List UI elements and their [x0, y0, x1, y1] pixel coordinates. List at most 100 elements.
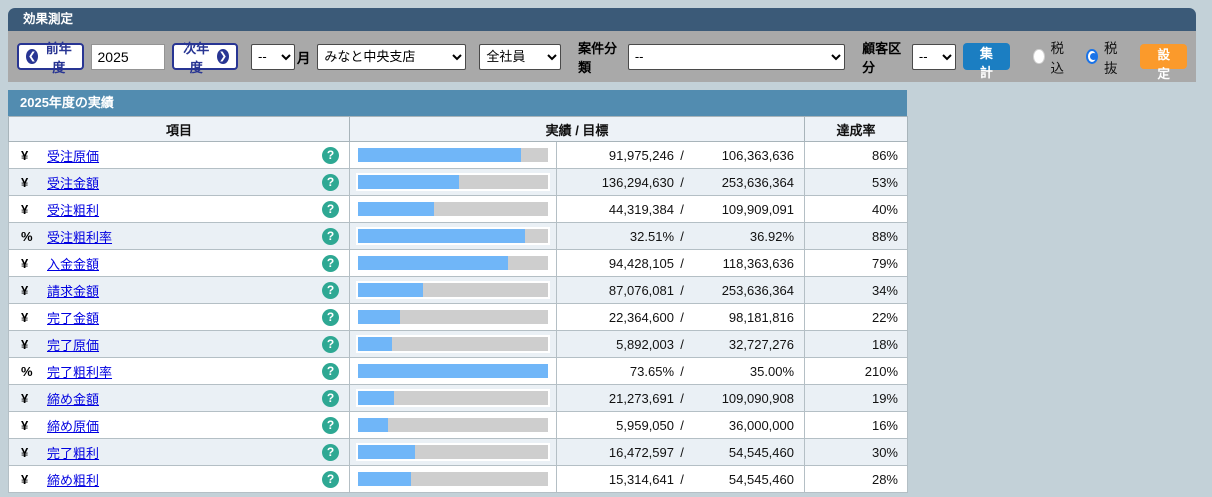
value-separator: /: [680, 147, 684, 163]
help-icon[interactable]: ?: [322, 146, 339, 164]
target-value: 253,636,364: [721, 174, 794, 190]
achievement-rate: 40%: [804, 195, 908, 223]
actual-value: 5,892,003: [616, 336, 674, 352]
item-link[interactable]: 受注粗利率: [47, 229, 113, 245]
value-separator: /: [680, 309, 684, 325]
unit-symbol: ¥: [21, 309, 29, 325]
case-category-select[interactable]: --: [627, 43, 846, 70]
help-icon[interactable]: ?: [322, 470, 339, 488]
branch-select[interactable]: みなと中央支店: [317, 43, 467, 70]
tax-radio-group: 税込 税抜: [1033, 37, 1133, 77]
value-separator: /: [680, 444, 684, 460]
help-icon[interactable]: ?: [322, 443, 339, 461]
tax-included-label[interactable]: 税込: [1050, 40, 1065, 76]
employee-select[interactable]: 全社員: [479, 43, 562, 70]
help-icon[interactable]: ?: [322, 389, 339, 407]
tax-excluded-label[interactable]: 税抜: [1103, 40, 1118, 76]
actual-value: 91,975,246: [608, 147, 674, 163]
table-row: ¥ 完了粗利 ? 16,472,597 / 54,545,460 30%: [8, 438, 908, 466]
progress-bar: [356, 416, 550, 434]
customer-category-select[interactable]: --: [911, 43, 956, 70]
table-row: % 受注粗利率 ? 32.51% / 36.92% 88%: [8, 222, 908, 250]
item-cell: ¥ 完了金額 ?: [10, 305, 349, 330]
year-input[interactable]: [90, 43, 165, 70]
help-icon[interactable]: ?: [322, 281, 339, 299]
values-cell: 87,076,081 / 253,636,364: [558, 278, 804, 303]
values-cell: 5,892,003 / 32,727,276: [558, 332, 804, 357]
radio-tax-excluded[interactable]: [1086, 49, 1098, 64]
actual-value: 22,364,600: [608, 309, 674, 325]
achievement-rate: 22%: [804, 303, 908, 331]
progress-bar: [356, 443, 550, 461]
help-icon[interactable]: ?: [322, 254, 339, 272]
target-value: 109,090,908: [721, 390, 794, 406]
item-cell: % 完了粗利率 ?: [10, 359, 349, 384]
help-icon[interactable]: ?: [322, 200, 339, 218]
unit-symbol: ¥: [21, 147, 29, 163]
progress-fill: [358, 229, 526, 243]
item-cell: ¥ 請求金額 ?: [10, 278, 349, 303]
chevron-right-icon: ❯: [216, 49, 230, 64]
help-icon[interactable]: ?: [322, 173, 339, 191]
item-link[interactable]: 受注粗利: [47, 202, 100, 218]
item-cell: % 受注粗利率 ?: [10, 224, 349, 249]
target-value: 253,636,364: [721, 282, 794, 298]
help-icon[interactable]: ?: [322, 362, 339, 380]
table-row: ¥ 入金金額 ? 94,428,105 / 118,363,636 79%: [8, 249, 908, 277]
values-cell: 22,364,600 / 98,181,816: [558, 305, 804, 330]
values-cell: 15,314,641 / 54,545,460: [558, 467, 804, 492]
actual-value: 44,319,384: [608, 201, 674, 217]
target-value: 118,363,636: [722, 255, 794, 271]
prev-year-button[interactable]: ❮ 前年度: [17, 41, 84, 75]
achievement-rate: 86%: [804, 141, 908, 169]
radio-tax-included[interactable]: [1033, 49, 1045, 64]
column-header-actual-target: 実績 / 目標: [349, 116, 805, 142]
next-year-button[interactable]: 次年度 ❯: [171, 41, 239, 75]
item-cell: ¥ 締め金額 ?: [10, 386, 349, 411]
help-icon[interactable]: ?: [322, 308, 339, 326]
item-link[interactable]: 受注原価: [47, 148, 100, 164]
item-link[interactable]: 完了金額: [47, 310, 100, 326]
item-link[interactable]: 請求金額: [47, 283, 100, 299]
values-cell: 73.65% / 35.00%: [558, 359, 804, 384]
progress-fill: [358, 283, 423, 297]
item-cell: ¥ 受注粗利 ?: [10, 197, 349, 222]
actual-value: 87,076,081: [608, 282, 674, 298]
item-link[interactable]: 完了原価: [47, 337, 100, 353]
month-select[interactable]: --: [251, 43, 295, 70]
unit-symbol: ¥: [21, 390, 29, 406]
values-cell: 21,273,691 / 109,090,908: [558, 386, 804, 411]
actual-value: 136,294,630: [601, 174, 674, 190]
help-icon[interactable]: ?: [322, 416, 339, 434]
target-value: 32,727,276: [728, 336, 794, 352]
item-link[interactable]: 締め粗利: [47, 472, 100, 488]
help-icon[interactable]: ?: [322, 227, 339, 245]
achievement-rate: 34%: [804, 276, 908, 304]
target-value: 54,545,460: [728, 444, 794, 460]
item-link[interactable]: 入金金額: [47, 256, 100, 272]
help-icon[interactable]: ?: [322, 335, 339, 353]
actual-value: 94,428,105: [608, 255, 674, 271]
settings-button[interactable]: 設定: [1140, 44, 1187, 81]
values-cell: 16,472,597 / 54,545,460: [558, 440, 804, 465]
item-cell: ¥ 受注金額 ?: [10, 170, 349, 195]
item-link[interactable]: 締め原価: [47, 418, 100, 434]
item-link[interactable]: 締め金額: [47, 391, 100, 407]
prev-year-label: 前年度: [45, 40, 72, 75]
aggregate-button[interactable]: 集計: [962, 43, 1011, 80]
item-link[interactable]: 受注金額: [47, 175, 100, 191]
progress-fill: [358, 337, 393, 351]
item-link[interactable]: 完了粗利: [47, 445, 100, 461]
table-row: ¥ 請求金額 ? 87,076,081 / 253,636,364 34%: [8, 276, 908, 304]
achievement-rate: 79%: [804, 249, 908, 277]
unit-symbol: ¥: [21, 174, 29, 190]
progress-bar: [356, 308, 550, 326]
item-link[interactable]: 完了粗利率: [47, 364, 113, 380]
target-value: 106,363,636: [721, 147, 794, 163]
item-cell: ¥ 受注原価 ?: [10, 143, 349, 168]
progress-fill: [358, 202, 434, 216]
table-header-row: 項目 実績 / 目標 達成率: [8, 116, 908, 142]
progress-fill: [358, 445, 415, 459]
values-cell: 5,959,050 / 36,000,000: [558, 413, 804, 438]
achievement-rate: 19%: [804, 384, 908, 412]
